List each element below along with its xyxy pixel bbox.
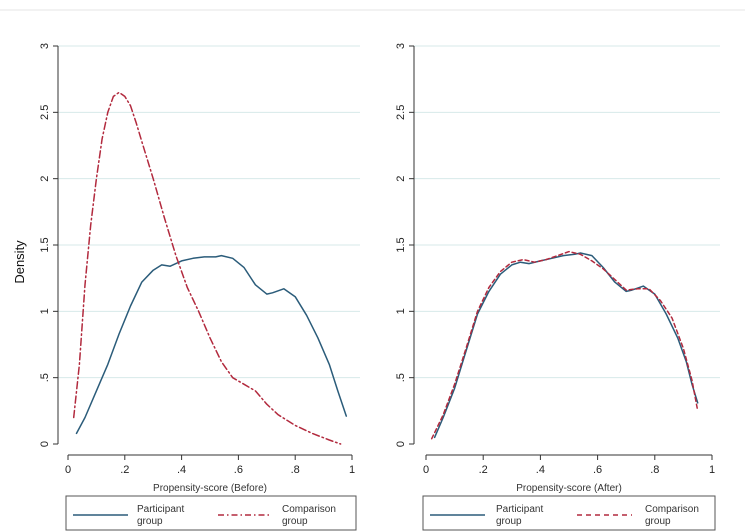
x-axis-label-after: Propensity-score (After): [516, 483, 622, 494]
legend-label-participant-line1-after: Participant: [496, 504, 543, 515]
legend-box-after: [422, 495, 716, 531]
legend-label-comparison-line2-after: group: [645, 516, 671, 527]
x-tick-label-after-0: 0: [423, 464, 429, 476]
y-tick-label-before-2: 1: [39, 308, 51, 314]
y-axis-before: 0 .5 1 1.5 2 2.5 3: [39, 43, 59, 447]
x-tick-label-before-3: .6: [234, 464, 243, 476]
y-axis-after: 0 .5 1 1.5 2 2.5 3: [395, 43, 415, 447]
y-tick-label-after-1: .5: [395, 373, 407, 382]
x-tick-label-before-4: .8: [291, 464, 300, 476]
legend-label-participant-line2-before: group: [137, 516, 163, 527]
legend-label-participant-line2-after: group: [496, 516, 522, 527]
y-tick-label-after-0: 0: [395, 441, 407, 447]
x-tick-label-before-2: .4: [177, 464, 186, 476]
legend-label-comparison-line1-before: Comparison: [282, 504, 336, 515]
grid-after: [414, 45, 720, 379]
y-tick-label-after-2: 1: [395, 308, 407, 314]
y-tick-label-before-6: 3: [39, 43, 51, 49]
y-tick-label-before-3: 1.5: [39, 237, 51, 252]
x-tick-label-before-0: 0: [65, 464, 71, 476]
y-tick-label-after-6: 3: [395, 43, 407, 49]
x-tick-label-after-1: .2: [479, 464, 488, 476]
x-tick-label-before-1: .2: [120, 464, 129, 476]
series-after: [430, 250, 699, 440]
x-tick-label-after-5: 1: [709, 464, 715, 476]
y-tick-label-before-0: 0: [39, 441, 51, 447]
y-tick-label-after-4: 2: [395, 176, 407, 182]
x-axis-label-before: Propensity-score (Before): [153, 483, 267, 494]
x-axis-before: 0 .2 .4 .6 .8 1: [65, 454, 355, 476]
series-line-before-1: [72, 91, 342, 445]
grid-before: [58, 45, 360, 379]
y-tick-label-before-5: 2.5: [39, 105, 51, 120]
legend-box-before: [65, 495, 357, 531]
legend-after: Participant group Comparison group: [422, 495, 716, 531]
y-tick-label-after-5: 2.5: [395, 105, 407, 120]
y-tick-label-before-4: 2: [39, 176, 51, 182]
legend-label-participant-line1-before: Participant: [137, 504, 184, 515]
legend-label-comparison-line2-before: group: [282, 516, 308, 527]
legend-before: Participant group Comparison group: [65, 495, 357, 531]
legend-label-comparison-line1-after: Comparison: [645, 504, 699, 515]
x-tick-label-after-4: .8: [650, 464, 659, 476]
y-tick-label-before-1: .5: [39, 373, 51, 382]
x-tick-label-before-5: 1: [349, 464, 355, 476]
x-tick-label-after-2: .4: [536, 464, 545, 476]
x-tick-label-after-3: .6: [593, 464, 602, 476]
series-line-before-0: [75, 254, 348, 435]
y-tick-label-after-3: 1.5: [395, 237, 407, 252]
series-line-after-1: [430, 250, 699, 440]
chart-before: 0 .5 1 1.5 2 2.5 3 0 .2 .4 .6 .8 1 Density Propensi…: [12, 43, 360, 531]
y-axis-label: Density: [12, 240, 27, 284]
series-line-after-0: [433, 252, 699, 439]
x-axis-after: 0 .2 .4 .6 .8 1: [423, 454, 715, 476]
series-before: [72, 91, 348, 445]
chart-after: 0 .5 1 1.5 2 2.5 3 0 .2 .4 .6 .8 1 Propensity-score…: [395, 43, 720, 531]
